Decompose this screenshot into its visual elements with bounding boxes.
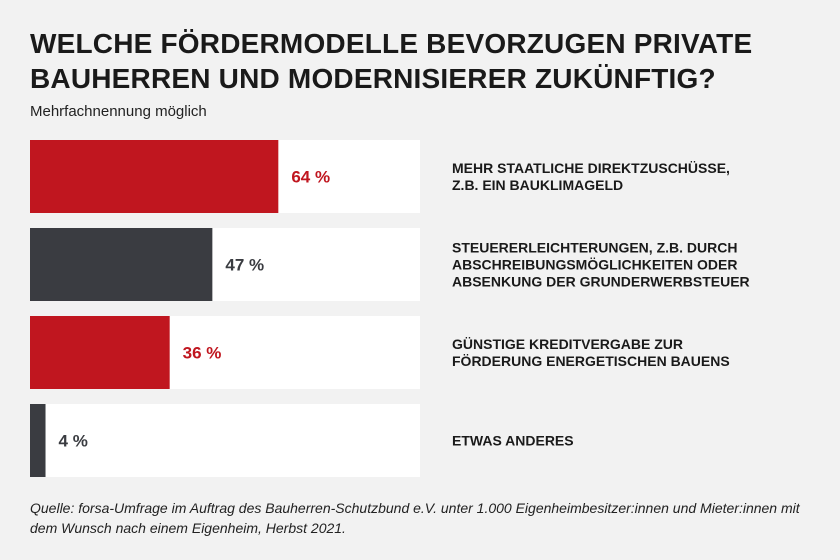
value-label: 36 % [183,344,222,363]
bar [30,140,279,213]
category-label: ABSCHREIBUNGSMÖGLICHKEITEN ODER [452,257,737,273]
value-label: 64 % [291,168,330,187]
category-label: FÖRDERUNG ENERGETISCHEN BAUENS [452,353,730,369]
bar [30,404,46,477]
category-label: GÜNSTIGE KREDITVERGABE ZUR [452,336,683,352]
bar-chart: 64 % MEHR STAATLICHE DIREKTZUSCHÜSSE,Z.B.… [30,140,750,477]
category-label: ETWAS ANDERES [452,433,574,449]
category-label: Z.B. EIN BAUKLIMAGELD [452,177,623,193]
category-label: STEUERERLEICHTERUNGEN, Z.B. DURCH [452,240,737,256]
chart-title: WELCHE FÖRDERMODELLE BEVORZUGEN PRIVATE … [30,28,753,94]
category-label: ABSENKUNG DER GRUNDERWERBSTEUER [452,274,750,290]
bar [30,316,170,389]
value-label: 4 % [59,432,88,451]
category-label: MEHR STAATLICHE DIREKTZUSCHÜSSE, [452,160,730,176]
value-label: 47 % [225,256,264,275]
bar [30,228,213,301]
bar-track [30,404,420,477]
source-note: Quelle: forsa-Umfrage im Auftrag des Bau… [30,500,800,536]
chart-subtitle: Mehrfachnennung möglich [30,103,207,120]
